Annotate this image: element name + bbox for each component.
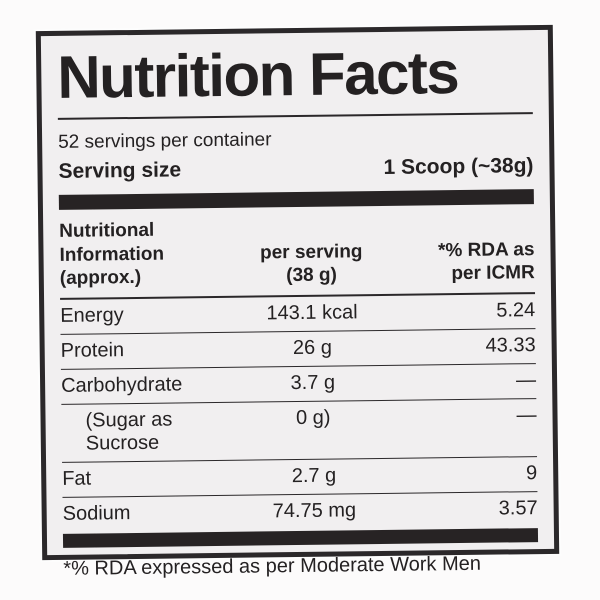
per-serving-value: 2.7 g bbox=[291, 464, 337, 488]
nutrient-name: Sodium bbox=[62, 502, 131, 525]
thick-divider-bar-bottom bbox=[62, 528, 539, 548]
rda-value: 9 bbox=[525, 462, 538, 485]
thick-divider-bar-top bbox=[58, 188, 534, 210]
servings-per-container: 52 servings per container bbox=[58, 129, 272, 153]
serving-size-row: Serving size 1 Scoop (~38g) bbox=[58, 154, 533, 184]
nutrient-row-energy: Energy 143.1 kcal 5.24 bbox=[60, 294, 536, 335]
per-serving-value: 74.75 mg bbox=[272, 499, 357, 523]
header-rda: *% RDA as per ICMR bbox=[382, 238, 535, 287]
table-header-row: Nutritional Information (approx.) per se… bbox=[59, 213, 536, 300]
rda-value: — bbox=[515, 369, 537, 392]
header-col3-line1: *% RDA as bbox=[437, 238, 535, 261]
header-col1-line2: (approx.) bbox=[59, 267, 142, 290]
nutrient-row-sugar: (Sugar as Sucrose 0 g) — bbox=[61, 399, 538, 463]
header-col2-line1: per serving bbox=[259, 240, 363, 264]
nutrition-facts-label: Nutrition Facts 52 servings per containe… bbox=[35, 24, 560, 580]
nutrient-name: (Sugar as Sucrose bbox=[85, 408, 173, 455]
nutrient-name: Fat bbox=[62, 467, 92, 490]
rda-value: 5.24 bbox=[496, 299, 536, 322]
nutrient-row-sodium: Sodium 74.75 mg 3.57 bbox=[62, 492, 538, 532]
rda-value: — bbox=[516, 404, 537, 427]
per-serving-value: 26 g bbox=[292, 336, 333, 360]
rda-value: 3.57 bbox=[498, 497, 538, 520]
nutrient-name: Protein bbox=[60, 339, 125, 362]
divider-rule bbox=[57, 112, 533, 120]
label-title: Nutrition Facts bbox=[56, 39, 459, 111]
header-col2-line2: (38 g) bbox=[286, 264, 338, 287]
rda-footnote: *% RDA expressed as per Moderate Work Me… bbox=[63, 552, 482, 580]
header-per-serving: per serving (38 g) bbox=[240, 240, 383, 289]
nutrient-row-fat: Fat 2.7 g 9 bbox=[62, 457, 538, 498]
per-serving-value: 0 g) bbox=[295, 406, 331, 430]
per-serving-value: 143.1 kcal bbox=[266, 301, 358, 325]
serving-size-value: 1 Scoop (~38g) bbox=[383, 153, 534, 179]
header-nutritional-information: Nutritional Information (approx.) bbox=[59, 217, 240, 290]
nutrient-name: Carbohydrate bbox=[60, 373, 183, 397]
nutrient-row-carbohydrate: Carbohydrate 3.7 g — bbox=[60, 364, 537, 405]
nutrient-name: Energy bbox=[60, 304, 124, 327]
per-serving-value: 3.7 g bbox=[290, 371, 336, 395]
serving-size-label: Serving size bbox=[58, 158, 182, 183]
header-col1-line1: Nutritional Information bbox=[59, 219, 165, 266]
nutrient-row-protein: Protein 26 g 43.33 bbox=[60, 329, 536, 370]
header-col3-line2: per ICMR bbox=[451, 262, 535, 285]
rda-value: 43.33 bbox=[485, 334, 536, 357]
